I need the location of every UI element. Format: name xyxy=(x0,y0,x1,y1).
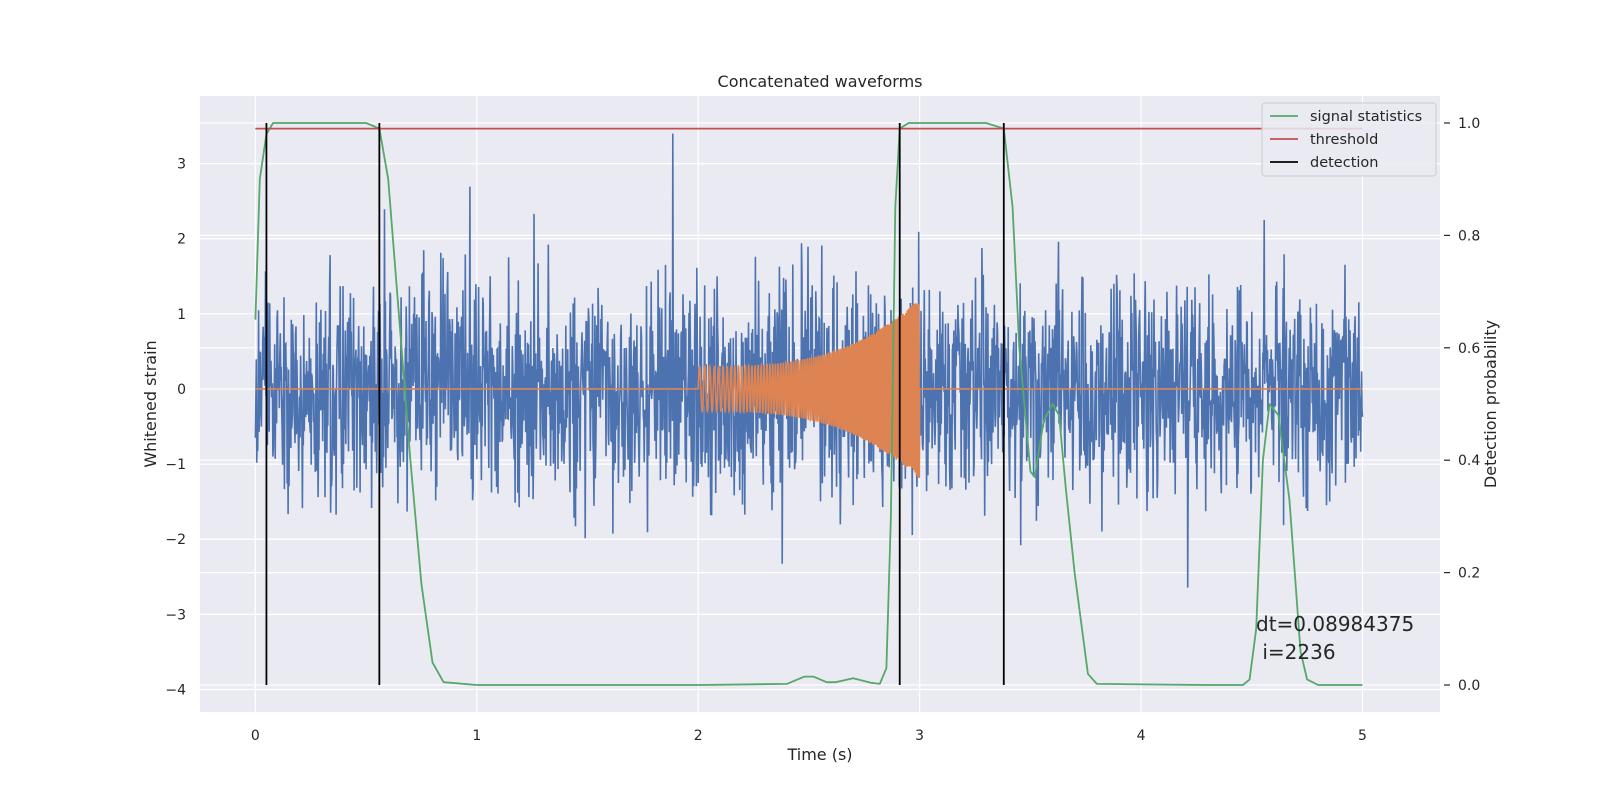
series-injected-chirp xyxy=(255,303,1363,479)
y-tick-label: −3 xyxy=(165,607,186,623)
y2-tick-label: 0.6 xyxy=(1458,341,1480,357)
x-tick-label: 5 xyxy=(1358,728,1367,744)
x-tick-label: 2 xyxy=(694,728,703,744)
legend-label-threshold: threshold xyxy=(1310,132,1378,148)
x-tick-label: 1 xyxy=(472,728,481,744)
y2-tick-label: 1.0 xyxy=(1458,116,1480,132)
y2-tick-label: 0.0 xyxy=(1458,678,1480,694)
chart-title: Concatenated waveforms xyxy=(718,72,923,91)
x-tick-label: 0 xyxy=(251,728,260,744)
y-tick-label: 1 xyxy=(177,307,186,323)
injected-chirp-line xyxy=(255,303,1363,479)
y-tick-label: 0 xyxy=(177,382,186,398)
y-tick-label: 3 xyxy=(177,157,186,173)
y2-tick-label: 0.8 xyxy=(1458,228,1480,244)
legend-box xyxy=(1261,102,1437,177)
y2-axis-label: Detection probability xyxy=(1481,320,1500,488)
signal-statistics-line xyxy=(254,122,1363,686)
x-axis-label: Time (s) xyxy=(786,745,852,764)
y-tick-label: −1 xyxy=(165,457,186,473)
y-axis-label: Whitened strain xyxy=(141,340,160,467)
y-tick-label: −2 xyxy=(165,532,186,548)
x-tick-label: 4 xyxy=(1137,728,1146,744)
y-tick-label: 2 xyxy=(177,232,186,248)
ticks: 0 1 2 3 4 5 −4 −3 −2 −1 0 1 2 3 0.0 0.2 0.4 0.6 0.8 1.0 xyxy=(165,116,1480,744)
x-tick-label: 3 xyxy=(915,728,924,744)
legend-label-signal-statistics: signal statistics xyxy=(1310,109,1422,125)
y2-tick-label: 0.4 xyxy=(1458,453,1480,469)
annotation-i: i=2236 xyxy=(1256,640,1336,664)
legend: signal statistics threshold detection xyxy=(1261,102,1437,177)
y-tick-label: −4 xyxy=(165,682,186,698)
series-detection xyxy=(265,122,1005,686)
series-signal-statistics xyxy=(254,122,1363,686)
annotation-dt: dt=0.08984375 xyxy=(1256,612,1414,636)
legend-label-detection: detection xyxy=(1310,155,1378,171)
y2-tick-label: 0.2 xyxy=(1458,566,1480,582)
